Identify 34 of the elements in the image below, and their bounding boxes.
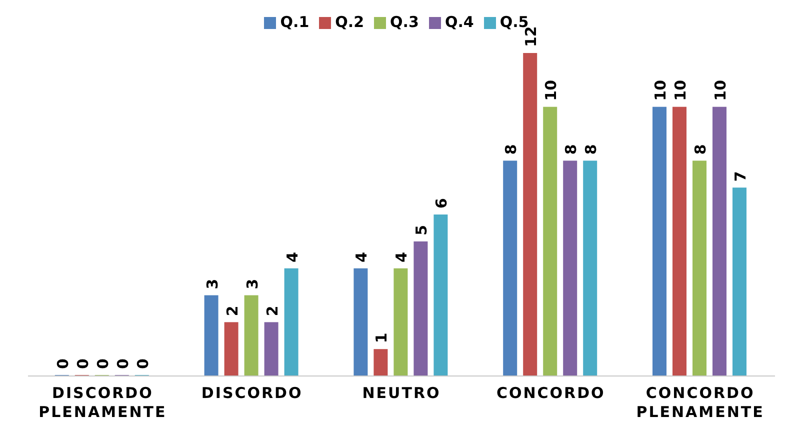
x-tick-label: DISCORDO [201, 384, 303, 402]
legend-label: Q.3 [390, 13, 419, 31]
data-label: 10 [651, 80, 670, 101]
data-label: 8 [582, 144, 600, 155]
data-label: 2 [223, 306, 242, 316]
data-label: 12 [522, 26, 540, 47]
data-label: 8 [691, 144, 710, 155]
data-label: 0 [134, 358, 152, 369]
data-label: 0 [54, 358, 72, 369]
legend-label: Q.2 [335, 13, 364, 31]
data-label: 4 [352, 252, 371, 262]
legend-label: Q.1 [280, 13, 310, 31]
x-tick-label: CONCORDO [496, 384, 606, 402]
data-label: 0 [114, 358, 132, 369]
data-label: 4 [392, 252, 411, 262]
x-tick-label: NEUTRO [362, 384, 441, 402]
data-label: 7 [731, 171, 750, 182]
x-tick-label: CONCORDO PLENAMENTE [636, 384, 764, 421]
x-tick-label: DISCORDO PLENAMENTE [38, 384, 167, 421]
data-label: 6 [432, 198, 451, 208]
data-label: 3 [243, 278, 262, 290]
legend-label: Q.4 [444, 13, 474, 31]
data-label: 8 [502, 144, 520, 155]
data-label: 5 [412, 224, 431, 236]
data-label: 10 [711, 80, 730, 101]
data-label: 8 [562, 144, 580, 155]
data-label: 0 [74, 358, 92, 369]
data-label: 0 [94, 358, 112, 369]
data-label: 10 [671, 80, 690, 101]
data-label: 10 [542, 80, 560, 101]
data-label: 4 [283, 252, 302, 262]
data-label: 1 [372, 332, 391, 344]
data-label: 3 [203, 278, 222, 290]
data-label: 2 [263, 306, 282, 316]
